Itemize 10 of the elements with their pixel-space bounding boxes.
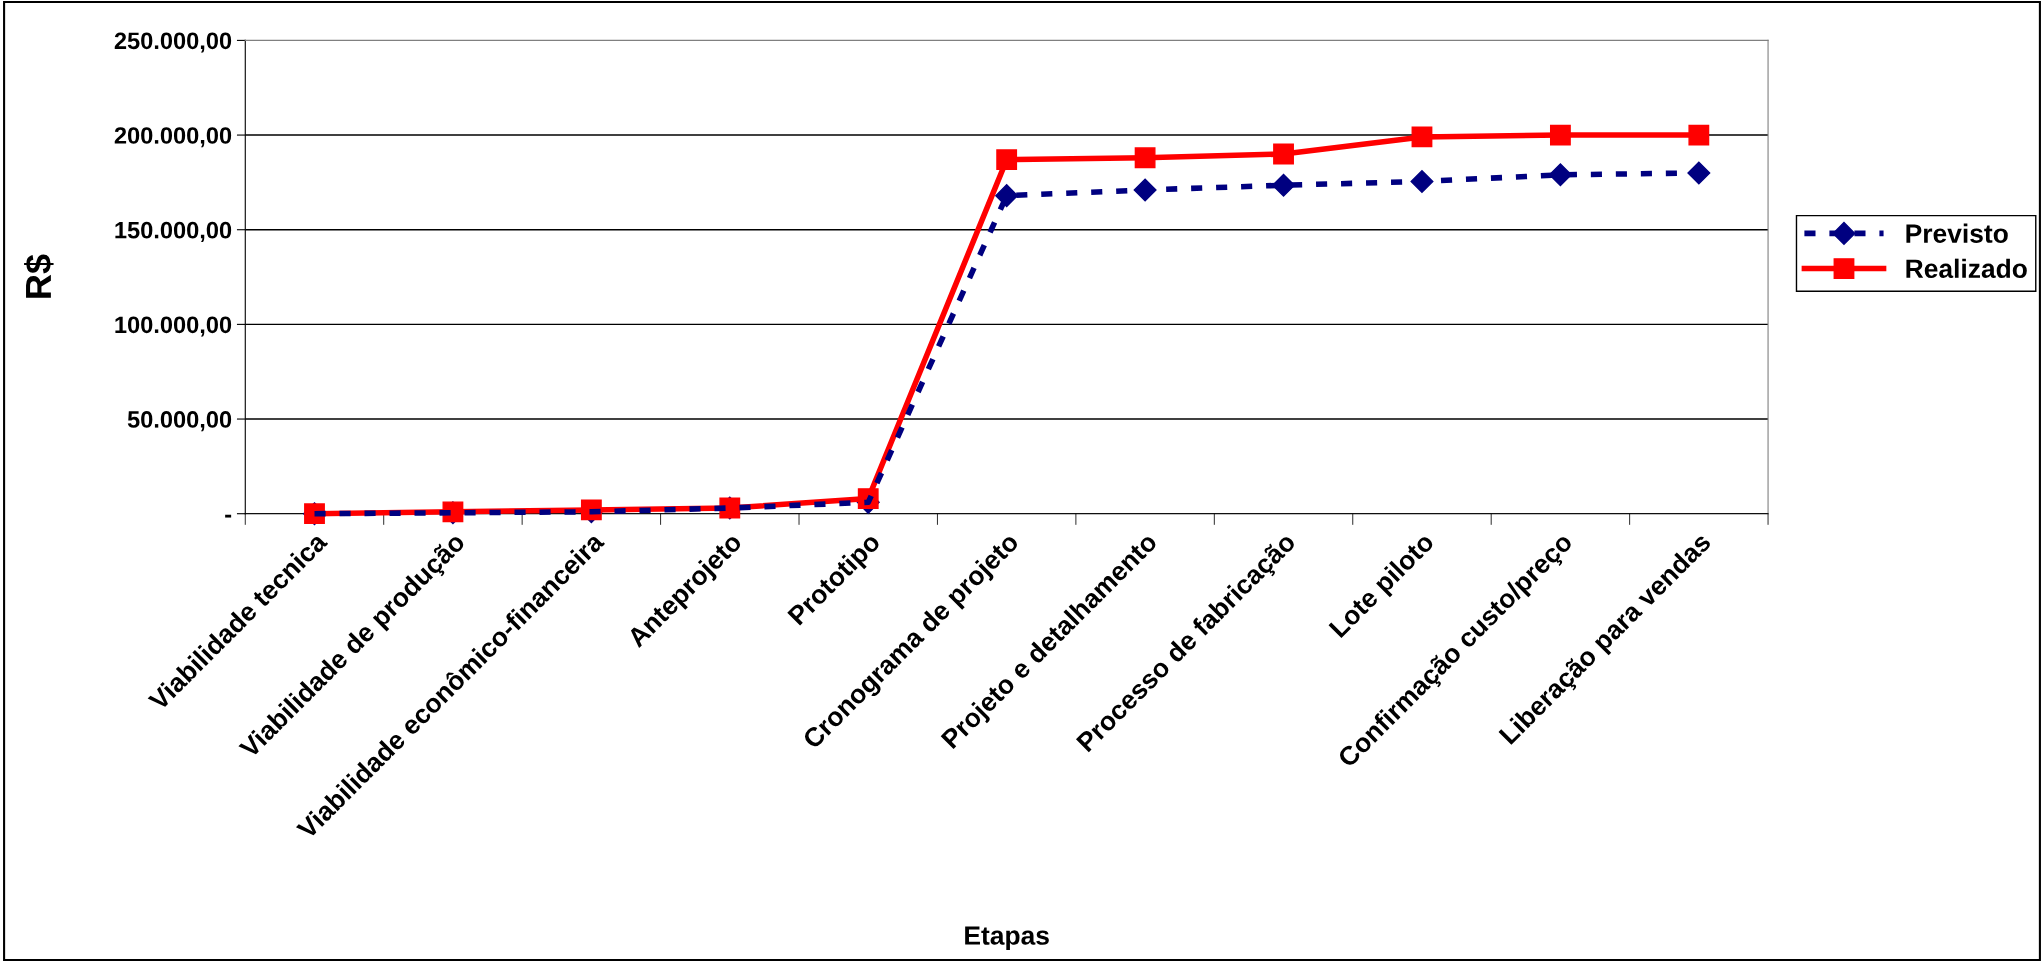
y-tick-label: 250.000,00 [114,32,232,53]
y-tick-label: - [225,514,232,518]
legend-label: Realizado [1906,258,2027,279]
legend-label: Previsto [1906,223,2008,243]
y-tick-label: 200.000,00 [114,127,232,148]
y-tick-label: 50.000,00 [127,411,232,432]
x-axis-title: Etapas [965,926,1049,951]
y-axis-title: R$ [24,254,54,298]
y-tick-label: 150.000,00 [115,221,232,242]
y-tick-label: 100.000,00 [115,316,232,337]
